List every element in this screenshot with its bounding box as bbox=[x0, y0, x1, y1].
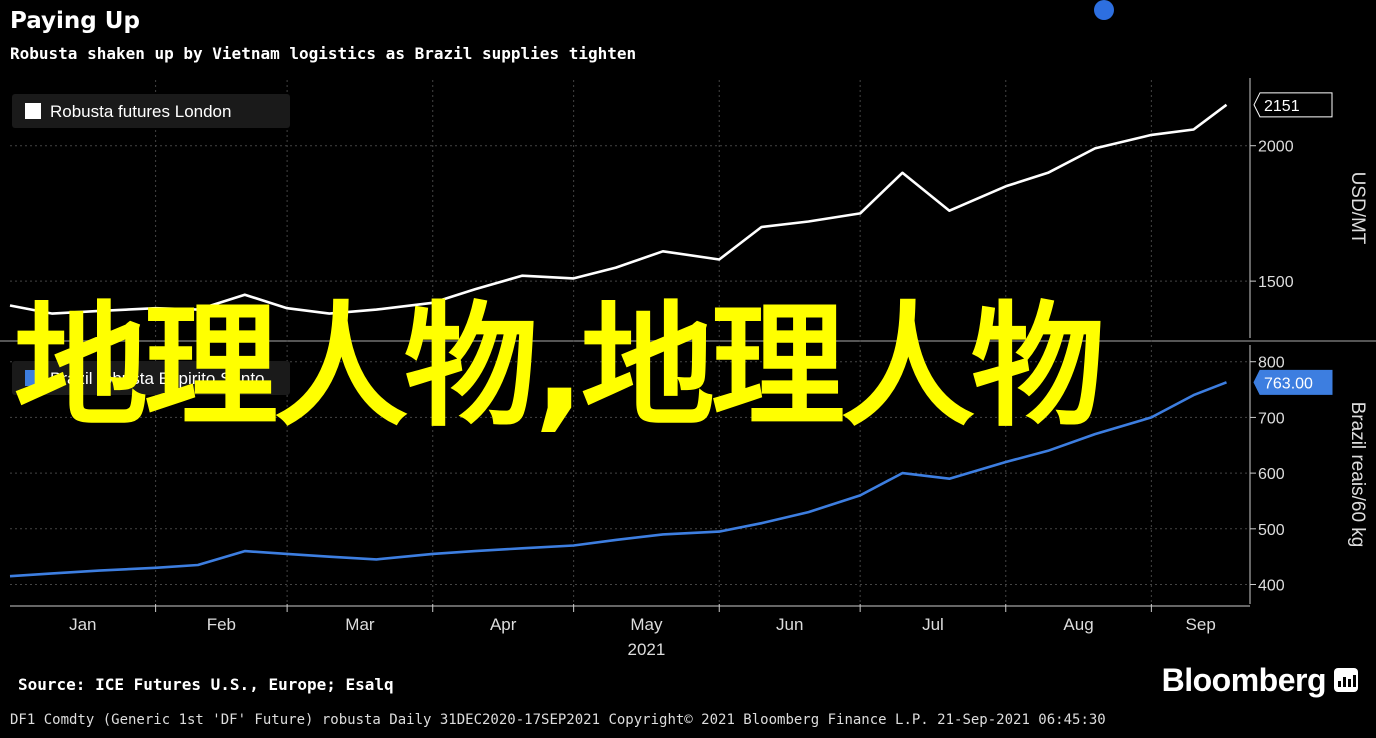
legend-box bbox=[12, 361, 290, 395]
x-tick-label: Jun bbox=[776, 615, 803, 634]
x-tick-label: May bbox=[630, 615, 663, 634]
brand-logo: Bloomberg bbox=[1161, 662, 1327, 698]
source-note: Source: ICE Futures U.S., Europe; Esalq bbox=[18, 675, 394, 694]
legend-label: Robusta futures London bbox=[50, 102, 231, 121]
x-tick-label: Aug bbox=[1063, 615, 1093, 634]
last-value-box bbox=[1253, 92, 1333, 118]
legend-label: Brazil robusta Espirito Santo bbox=[50, 369, 265, 388]
y-tick-label: 800 bbox=[1258, 355, 1285, 372]
y-axis-title: Brazil reais/60 kg bbox=[1347, 402, 1368, 548]
chart-title: Paying Up bbox=[10, 8, 140, 34]
series-line-1 bbox=[9, 381, 1227, 578]
legend-swatch bbox=[25, 370, 41, 386]
y-tick-label: 400 bbox=[1258, 578, 1285, 595]
x-tick-label: Jan bbox=[69, 615, 96, 634]
last-value-label: 763.00 bbox=[1264, 375, 1313, 392]
y-tick-label: 500 bbox=[1258, 522, 1285, 539]
chart-subtitle: Robusta shaken up by Vietnam logistics a… bbox=[10, 44, 637, 63]
series-line-0 bbox=[9, 103, 1228, 315]
y-tick-label: 1500 bbox=[1258, 274, 1294, 291]
x-tick-label: Feb bbox=[207, 615, 236, 634]
y-tick-label: 2000 bbox=[1258, 139, 1294, 156]
x-tick-label: Apr bbox=[490, 615, 517, 634]
y-axis-title: USD/MT bbox=[1347, 172, 1368, 245]
y-tick-label: 700 bbox=[1258, 410, 1285, 427]
legend-swatch bbox=[25, 103, 41, 119]
x-tick-label: Jul bbox=[922, 615, 944, 634]
blue-dot-icon bbox=[1094, 0, 1114, 20]
x-year-label: 2021 bbox=[628, 640, 666, 659]
x-tick-label: Mar bbox=[345, 615, 375, 634]
y-tick-label: 600 bbox=[1258, 466, 1285, 483]
x-tick-label: Sep bbox=[1186, 615, 1216, 634]
bloomberg-terminal-icon bbox=[1334, 668, 1358, 692]
overlay-watermark-text: 地理人物,地理人物 bbox=[14, 289, 1105, 445]
last-value-label: 2151 bbox=[1264, 98, 1300, 115]
legend-box bbox=[12, 94, 290, 128]
last-value-box bbox=[1253, 369, 1333, 395]
footer-copyright: DF1 Comdty (Generic 1st 'DF' Future) rob… bbox=[10, 712, 1106, 728]
